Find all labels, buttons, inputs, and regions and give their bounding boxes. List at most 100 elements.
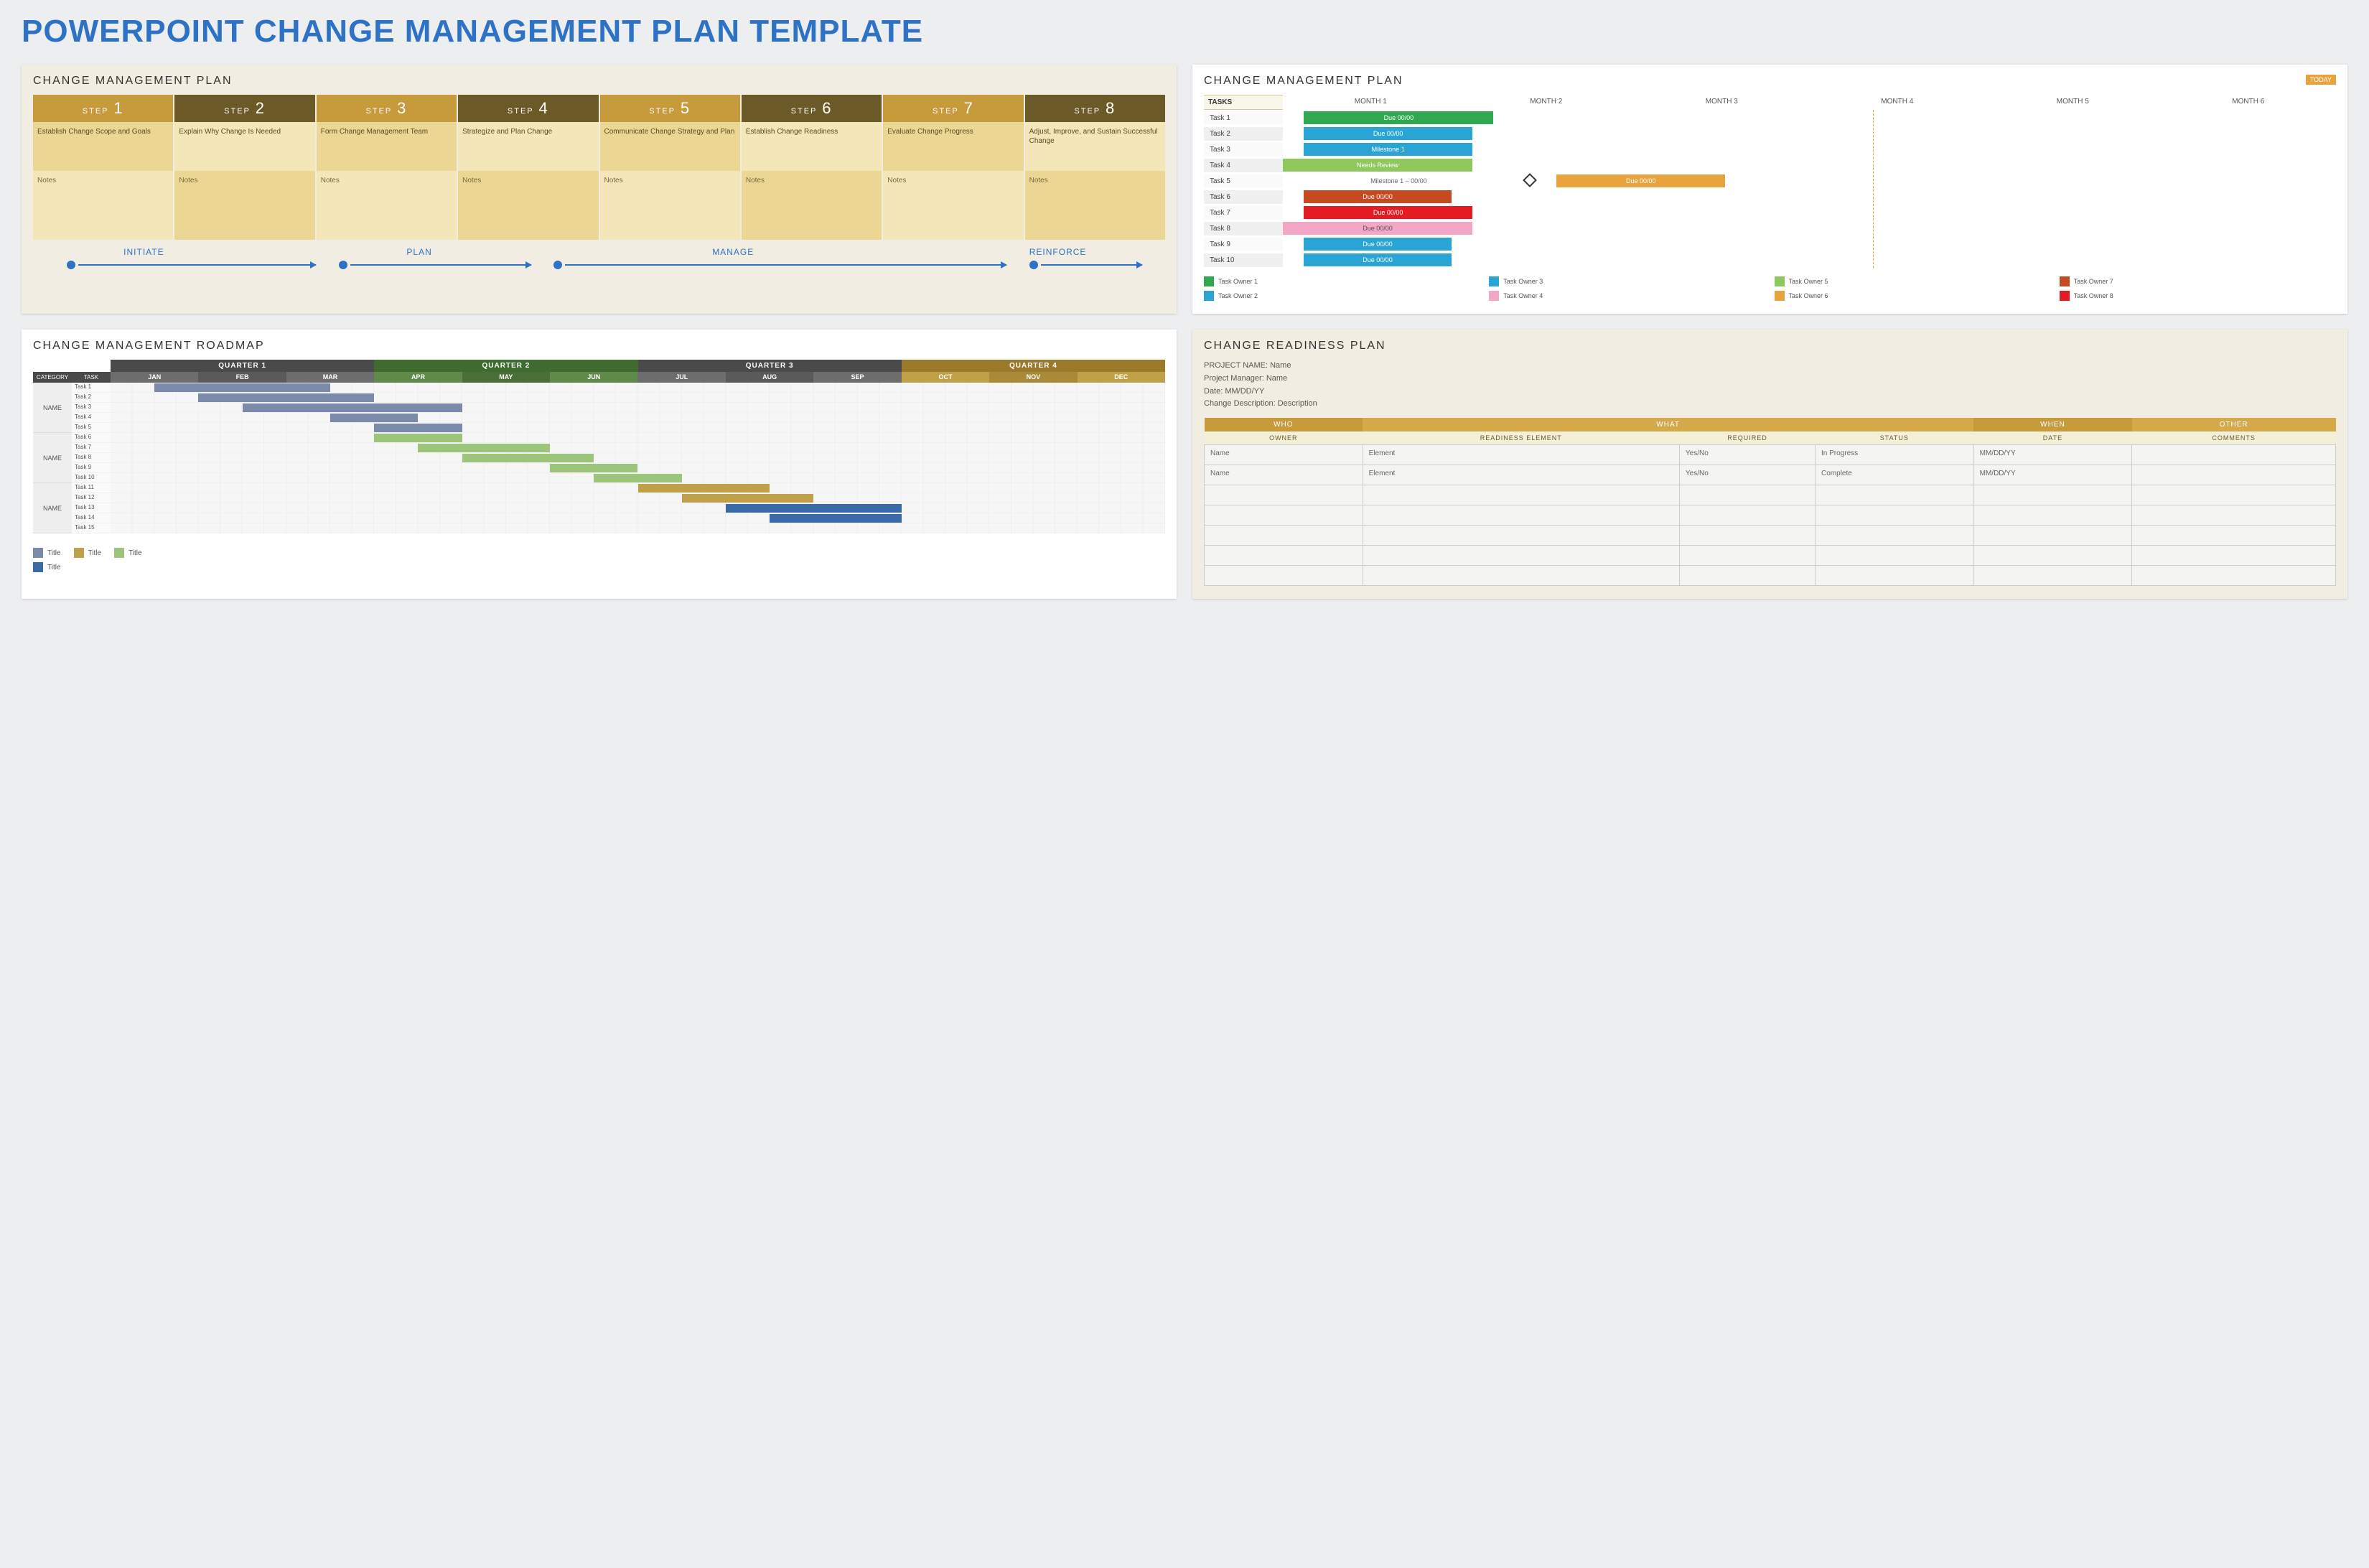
month-hdr: JUL [637, 372, 725, 383]
table-cell [1205, 525, 1363, 545]
legend-item: Task Owner 6 [1775, 291, 2051, 301]
legend-item: Task Owner 8 [2060, 291, 2336, 301]
roadmap-bar [594, 474, 681, 482]
month-hdr: APR [374, 372, 462, 383]
legend-item: Task Owner 5 [1775, 276, 2051, 286]
gantt-row-label: Task 4 [1204, 159, 1283, 172]
roadmap-track [111, 383, 1165, 392]
month-hdr: JUN [550, 372, 637, 383]
panel4-title: CHANGE READINESS PLAN [1204, 340, 2336, 353]
table-cell [1973, 485, 2132, 505]
step-desc-1: Establish Change Scope and Goals [33, 122, 173, 171]
phase-dot-2 [553, 261, 562, 269]
gantt-bar: Due 00/00 [1304, 127, 1472, 140]
meta-pn: Name [1270, 361, 1291, 370]
table-cell [1363, 545, 1679, 565]
roadmap-track [111, 453, 1165, 462]
month-hdr: NOV [989, 372, 1077, 383]
step-header-7: STEP 7 [883, 95, 1023, 122]
phase-label-2: MANAGE [712, 247, 754, 257]
legend-item: Title [74, 548, 102, 558]
gantt-track: Due 00/00 [1283, 126, 2336, 141]
panel3-title: CHANGE MANAGEMENT ROADMAP [33, 340, 1165, 353]
table-row [1205, 505, 2336, 525]
step-notes-1: Notes [33, 171, 173, 240]
roadmap-bar [682, 494, 814, 503]
legend-item: Task Owner 4 [1489, 291, 1765, 301]
gantt-bar: Milestone 1 – 00/00 [1283, 174, 1515, 187]
legend-item: Task Owner 1 [1204, 276, 1480, 286]
gantt-bar: Due 00/00 [1304, 190, 1451, 203]
table-cell: Element [1363, 465, 1679, 485]
gantt-row-6: Task 7Due 00/00 [1204, 205, 2336, 220]
step-notes-7: Notes [883, 171, 1023, 240]
roadmap-task-label: Task 9 [72, 463, 111, 472]
roadmap-task-label: Task 10 [72, 473, 111, 482]
roadmap-task-label: Task 7 [72, 443, 111, 452]
table-cell [1816, 505, 1974, 525]
step-desc-8: Adjust, Improve, and Sustain Successful … [1025, 122, 1165, 171]
roadmap-chart: QUARTER 1QUARTER 2QUARTER 3QUARTER 4 CAT… [33, 360, 1165, 533]
month-hdr: FEB [198, 372, 286, 383]
roadmap-bar [462, 454, 594, 462]
roadmap-bar [243, 403, 462, 412]
table-cell [1363, 565, 1679, 585]
gantt-row-label: Task 3 [1204, 143, 1283, 157]
roadmap-task-row: Task 8 [72, 453, 1165, 463]
gantt-row-label: Task 8 [1204, 222, 1283, 235]
legend-item: Task Owner 2 [1204, 291, 1480, 301]
table-cell: Yes/No [1679, 465, 1815, 485]
panel-steps: CHANGE MANAGEMENT PLAN STEP 1STEP 2STEP … [22, 65, 1177, 314]
gantt-month-2: MONTH 3 [1634, 95, 1810, 110]
table-row [1205, 545, 2336, 565]
table-row: NameElementYes/NoCompleteMM/DD/YY [1205, 465, 2336, 485]
table-cell [2132, 545, 2336, 565]
roadmap-track [111, 473, 1165, 482]
roadmap-task-label: Task 8 [72, 453, 111, 462]
table-row [1205, 565, 2336, 585]
gantt-body: Task 1Due 00/00Task 2Due 00/00Task 3Mile… [1204, 110, 2336, 268]
roadmap-task-row: Task 13 [72, 503, 1165, 513]
roadmap-body: NAMETask 1Task 2Task 3Task 4Task 5NAMETa… [33, 383, 1165, 533]
gantt-row-9: Task 10Due 00/00 [1204, 252, 2336, 268]
roadmap-task-row: Task 5 [72, 423, 1165, 433]
readiness-table: WHOWHATWHENOTHEROWNERREADINESS ELEMENTRE… [1204, 418, 2336, 586]
roadmap-task-row: Task 12 [72, 493, 1165, 503]
roadmap-task-label: Task 14 [72, 513, 111, 523]
table-cell: Element [1363, 444, 1679, 465]
table-cell: MM/DD/YY [1973, 444, 2132, 465]
legend-item: Title [33, 548, 61, 558]
gantt-month-0: MONTH 1 [1283, 95, 1459, 110]
roadmap-track [111, 523, 1165, 533]
roadmap-bar [770, 514, 902, 523]
gantt-row-7: Task 8Due 00/00 [1204, 220, 2336, 236]
category-hdr: CATEGORY [33, 372, 72, 383]
roadmap-bar [374, 434, 462, 442]
step-notes-3: Notes [317, 171, 457, 240]
roadmap-task-label: Task 3 [72, 403, 111, 412]
step-desc-7: Evaluate Change Progress [883, 122, 1023, 171]
gantt-track: Needs Review [1283, 157, 2336, 173]
table-cell [1363, 485, 1679, 505]
roadmap-months: CATEGORYTASKJANFEBMARAPRMAYJUNJULAUGSEPO… [33, 372, 1165, 383]
table-cell [1205, 545, 1363, 565]
gantt-row-2: Task 3Milestone 1 [1204, 141, 2336, 157]
phase-arrow-0 [78, 264, 316, 266]
gantt-row-label: Task 2 [1204, 127, 1283, 141]
step-notes-8: Notes [1025, 171, 1165, 240]
gantt-row-label: Task 7 [1204, 206, 1283, 220]
roadmap-task-label: Task 2 [72, 393, 111, 402]
gantt-track: Due 00/00 [1283, 236, 2336, 252]
step-header-2: STEP 2 [174, 95, 314, 122]
step-desc-2: Explain Why Change Is Needed [174, 122, 314, 171]
gantt-month-4: MONTH 5 [1985, 95, 2161, 110]
roadmap-task-row: Task 9 [72, 463, 1165, 473]
page-title: POWERPOINT CHANGE MANAGEMENT PLAN TEMPLA… [22, 14, 2347, 49]
phase-label-0: INITIATE [123, 247, 164, 257]
meta-date: MM/DD/YY [1225, 387, 1264, 396]
roadmap-task-label: Task 4 [72, 413, 111, 422]
gantt-row-4: Task 5Milestone 1 – 00/00Due 00/00 [1204, 173, 2336, 189]
gantt-track: Due 00/00 [1283, 110, 2336, 126]
legend-item: Title [114, 548, 177, 558]
table-cell [1973, 545, 2132, 565]
